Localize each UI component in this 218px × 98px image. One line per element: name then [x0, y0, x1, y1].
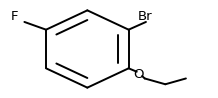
Text: O: O — [134, 68, 144, 81]
Text: Br: Br — [138, 10, 153, 23]
Text: F: F — [10, 10, 18, 23]
